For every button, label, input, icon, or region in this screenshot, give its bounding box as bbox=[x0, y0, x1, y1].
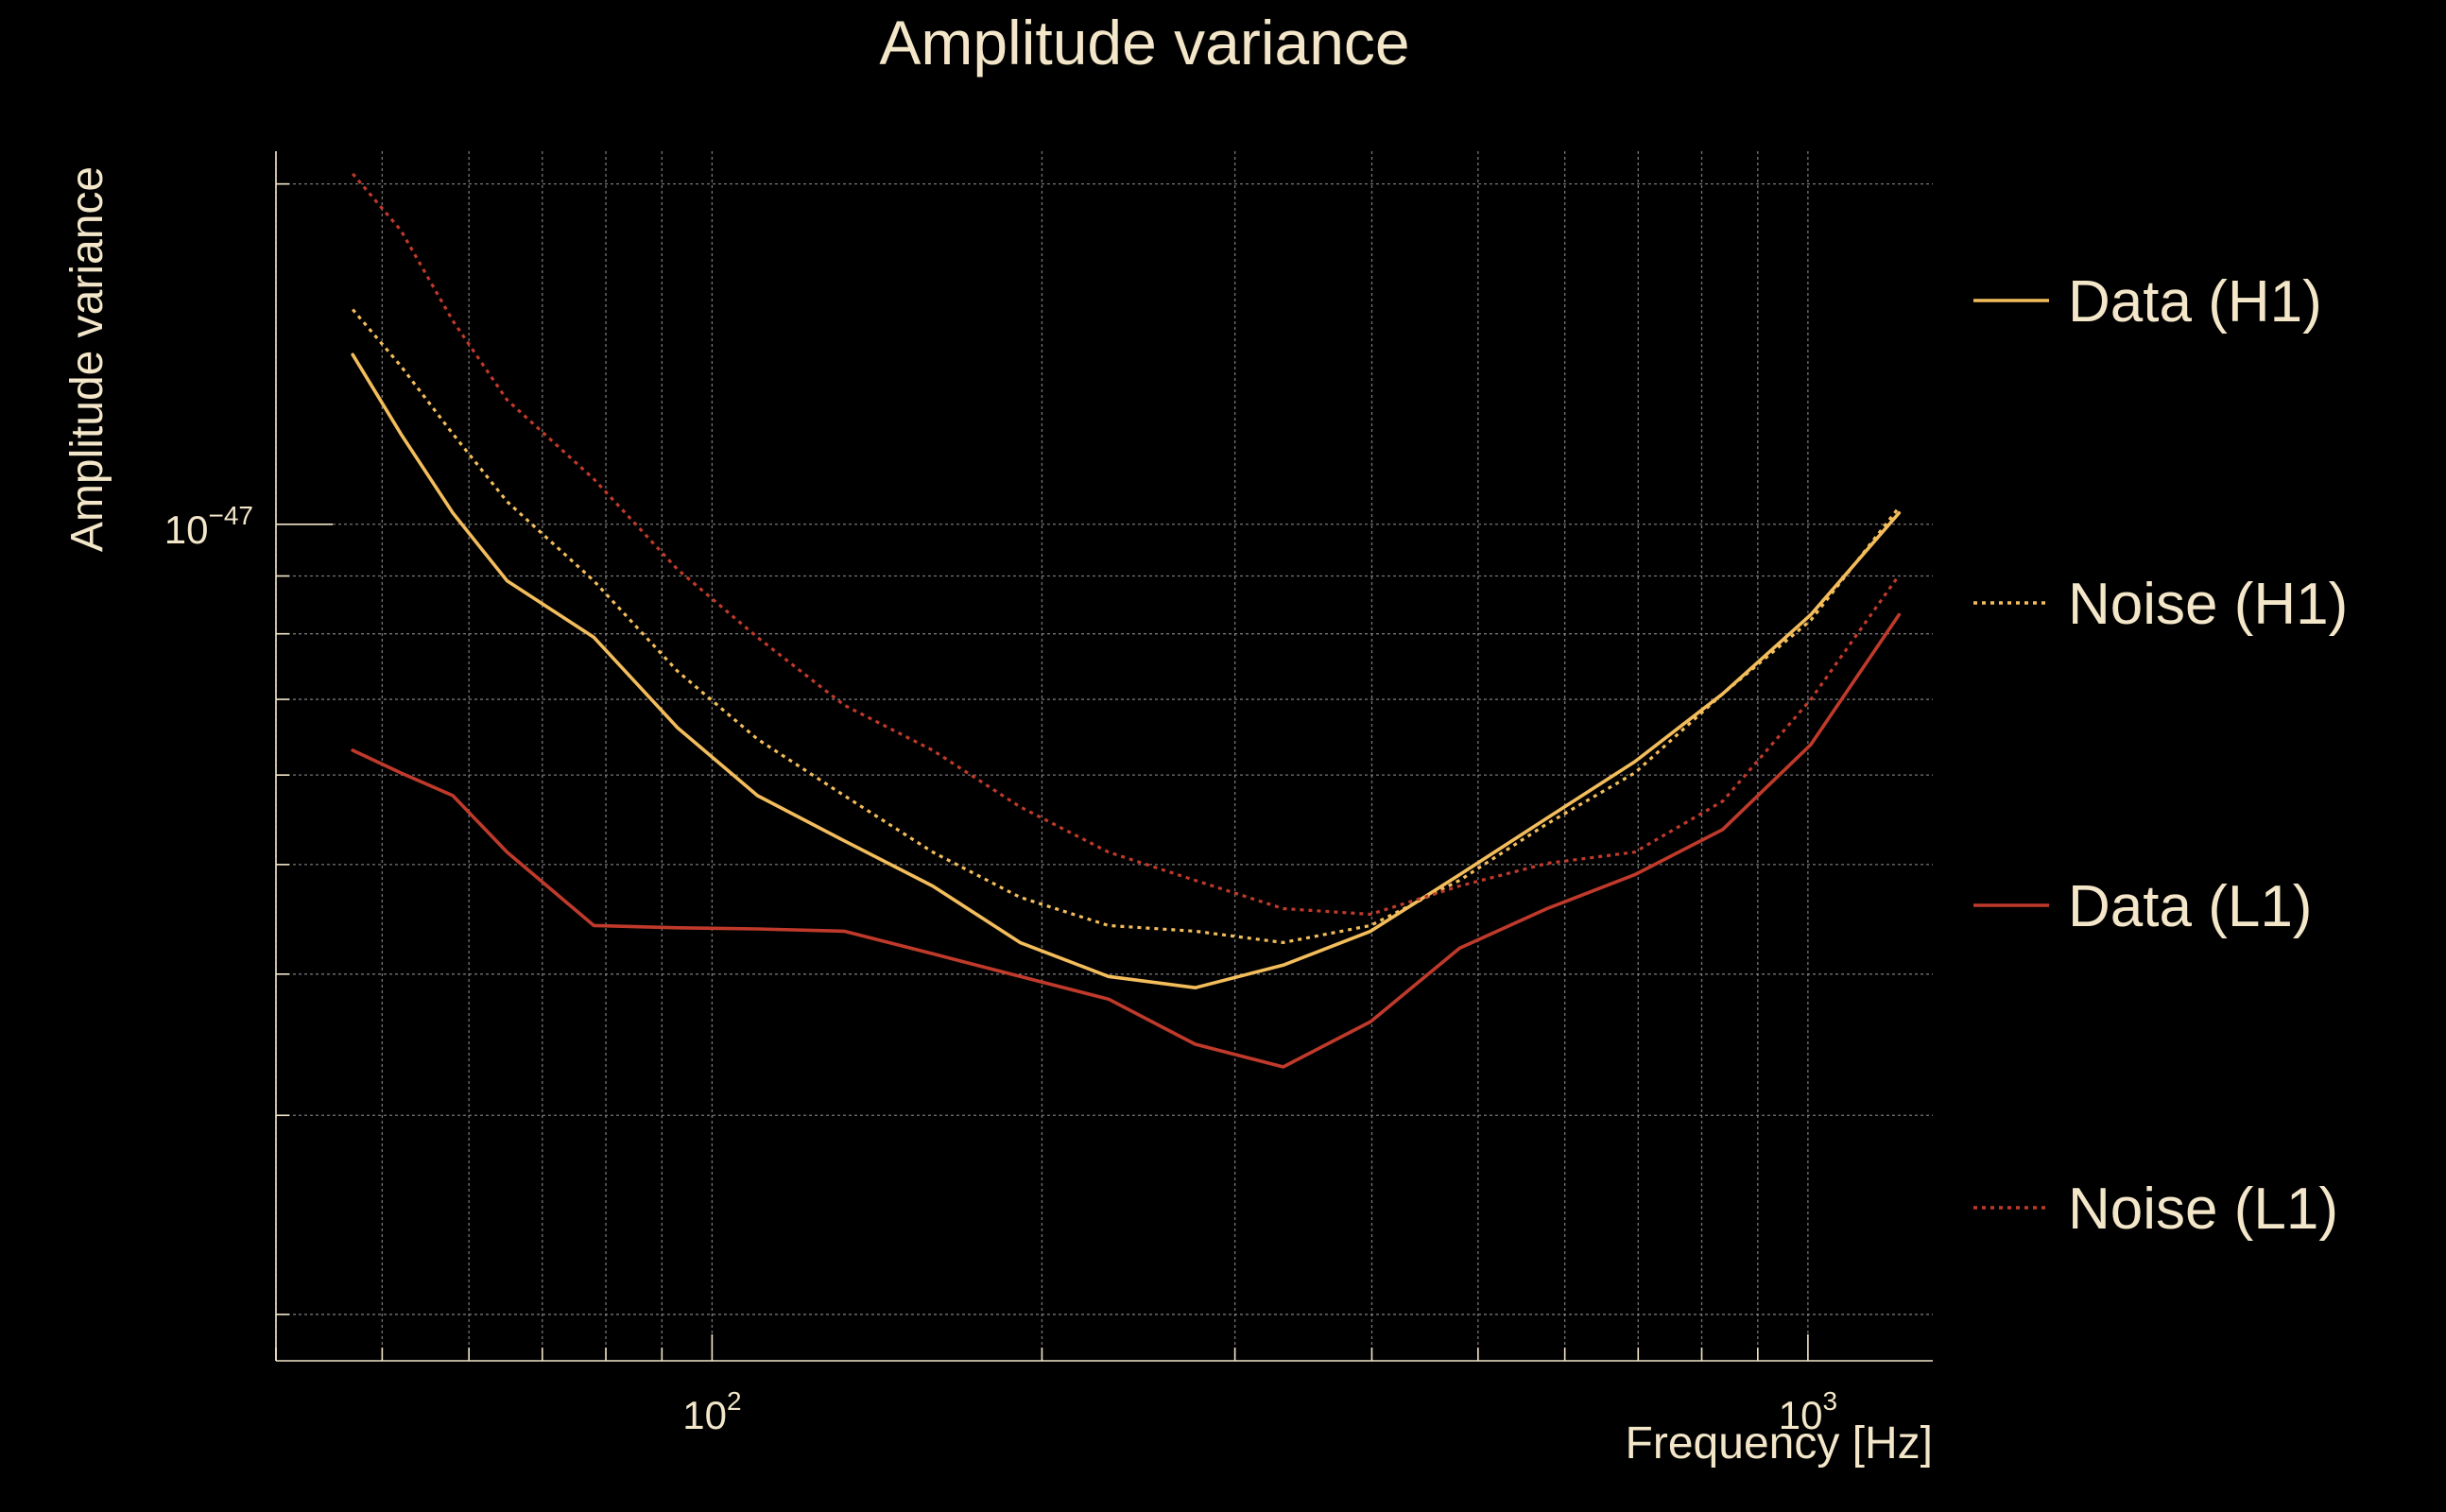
legend-label-0: Data (H1) bbox=[2068, 269, 2322, 335]
y-tick-label: 10−47 bbox=[164, 501, 253, 552]
x-tick-label-base: 10 bbox=[1779, 1393, 1823, 1437]
legend-label-1: Noise (H1) bbox=[2068, 572, 2348, 637]
x-tick-label: 103 bbox=[1779, 1386, 1837, 1437]
series-line-1 bbox=[351, 308, 1901, 945]
series-line-3 bbox=[351, 172, 1901, 917]
x-tick-label-exp: 3 bbox=[1822, 1386, 1837, 1416]
x-axis-label: Frequency [Hz] bbox=[1626, 1418, 1933, 1469]
axes bbox=[275, 151, 1933, 1362]
legend-label-2: Data (L1) bbox=[2068, 874, 2312, 939]
chart-title: Amplitude variance bbox=[879, 8, 1409, 77]
series-line-2 bbox=[351, 612, 1902, 1069]
series-line-0 bbox=[351, 352, 1902, 989]
x-tick-label-base: 10 bbox=[682, 1393, 727, 1437]
grid bbox=[275, 151, 1933, 1361]
x-tick-label: 102 bbox=[682, 1386, 741, 1437]
x-tick-label-exp: 2 bbox=[727, 1386, 742, 1416]
y-tick-label-exp: −47 bbox=[209, 501, 254, 530]
legend: Data (H1) Noise (H1) Data (L1) Noise (L1) bbox=[1973, 269, 2348, 1242]
y-axis-label: Amplitude variance bbox=[62, 166, 112, 552]
legend-label-3: Noise (L1) bbox=[2068, 1177, 2338, 1242]
y-tick-label-base: 10 bbox=[164, 507, 209, 552]
series-lines bbox=[351, 172, 1902, 1069]
